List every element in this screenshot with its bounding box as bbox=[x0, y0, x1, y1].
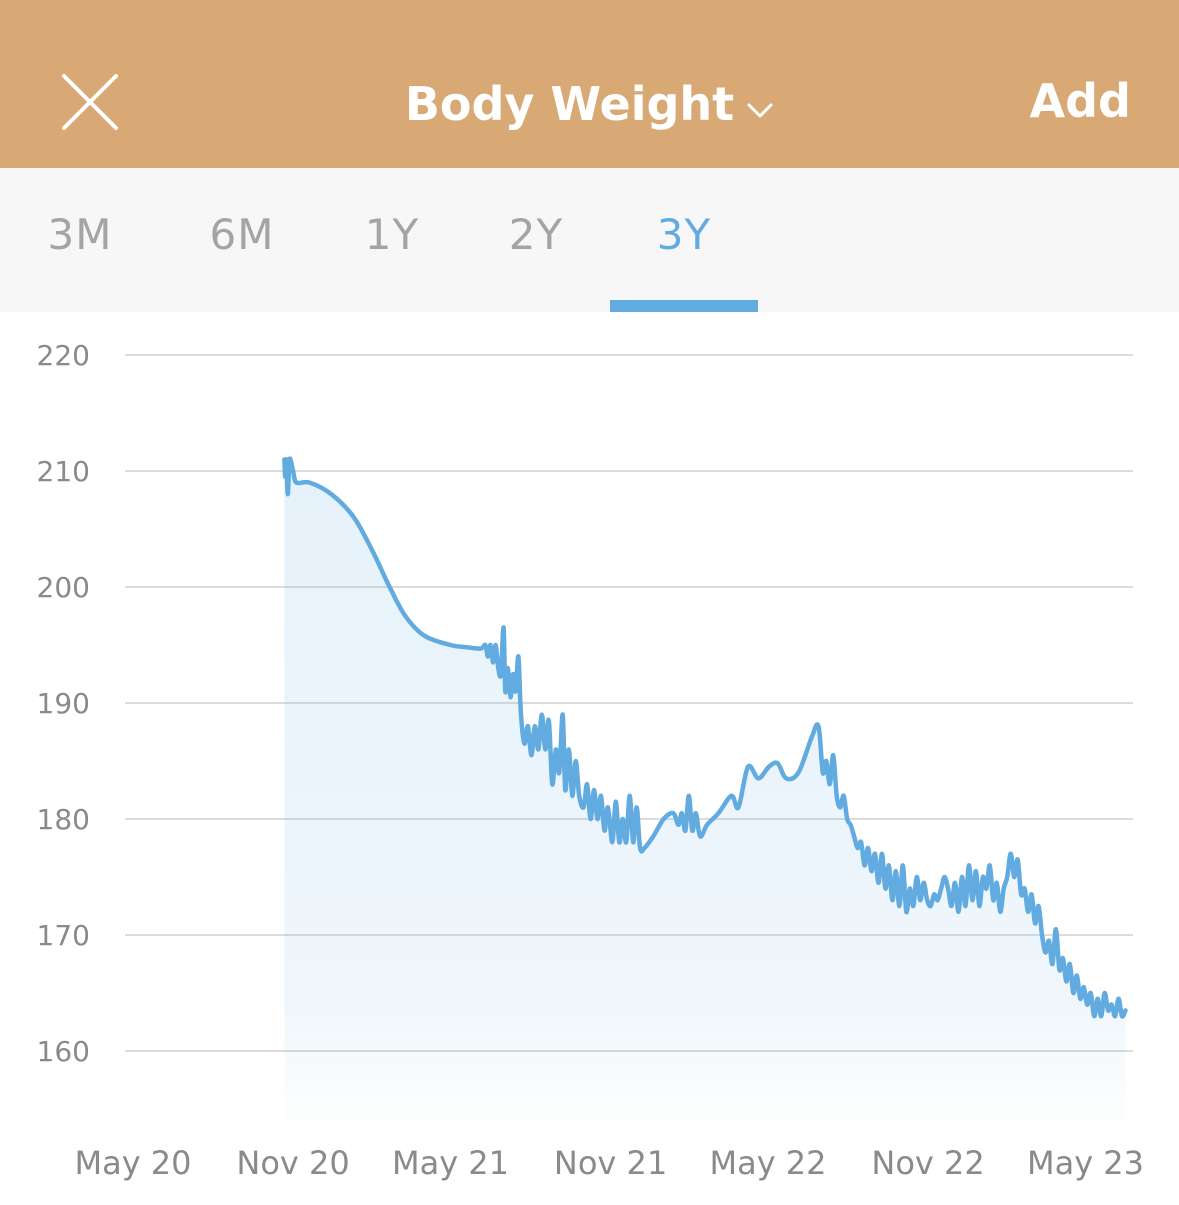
weight-area bbox=[284, 458, 1126, 1137]
tab-3y[interactable]: 3Y bbox=[656, 210, 712, 259]
header-bar: Body Weight Add bbox=[0, 0, 1179, 168]
tab-3m[interactable]: 3M bbox=[47, 210, 113, 259]
metric-dropdown[interactable]: Body Weight bbox=[405, 77, 774, 131]
chevron-down-icon bbox=[746, 77, 774, 131]
y-tick-label: 190 bbox=[37, 687, 90, 720]
add-button[interactable]: Add bbox=[1029, 74, 1131, 128]
close-button[interactable] bbox=[58, 70, 122, 134]
x-tick-label: May 22 bbox=[709, 1144, 826, 1182]
close-icon bbox=[62, 74, 118, 130]
tab-1y[interactable]: 1Y bbox=[364, 210, 420, 259]
x-tick-label: Nov 21 bbox=[554, 1144, 667, 1182]
x-axis: May 20 Nov 20 May 21 Nov 21 May 22 Nov 22 May … bbox=[74, 1144, 1144, 1182]
x-tick-label: May 23 bbox=[1027, 1144, 1144, 1182]
y-axis: 220 210 200 190 180 170 160 bbox=[37, 339, 90, 1068]
weight-chart: 220 210 200 190 180 170 160 May 20 Nov 20 May 21… bbox=[37, 339, 1144, 1182]
y-tick-label: 220 bbox=[37, 339, 90, 372]
tab-2y[interactable]: 2Y bbox=[508, 210, 564, 259]
x-tick-label: Nov 22 bbox=[871, 1144, 984, 1182]
tab-6m[interactable]: 6M bbox=[209, 210, 275, 259]
y-tick-label: 200 bbox=[37, 571, 90, 604]
range-tabs: 3M 6M 1Y 2Y 3Y bbox=[0, 168, 1179, 312]
y-tick-label: 170 bbox=[37, 919, 90, 952]
data-points bbox=[284, 459, 1126, 1017]
x-tick-label: Nov 20 bbox=[236, 1144, 349, 1182]
y-tick-label: 180 bbox=[37, 803, 90, 836]
y-tick-label: 160 bbox=[37, 1035, 90, 1068]
weight-line bbox=[282, 456, 1128, 1019]
x-tick-label: May 20 bbox=[74, 1144, 191, 1182]
active-tab-indicator bbox=[610, 300, 758, 312]
y-tick-label: 210 bbox=[37, 455, 90, 488]
page-title: Body Weight bbox=[404, 77, 735, 131]
x-tick-label: May 21 bbox=[392, 1144, 509, 1182]
